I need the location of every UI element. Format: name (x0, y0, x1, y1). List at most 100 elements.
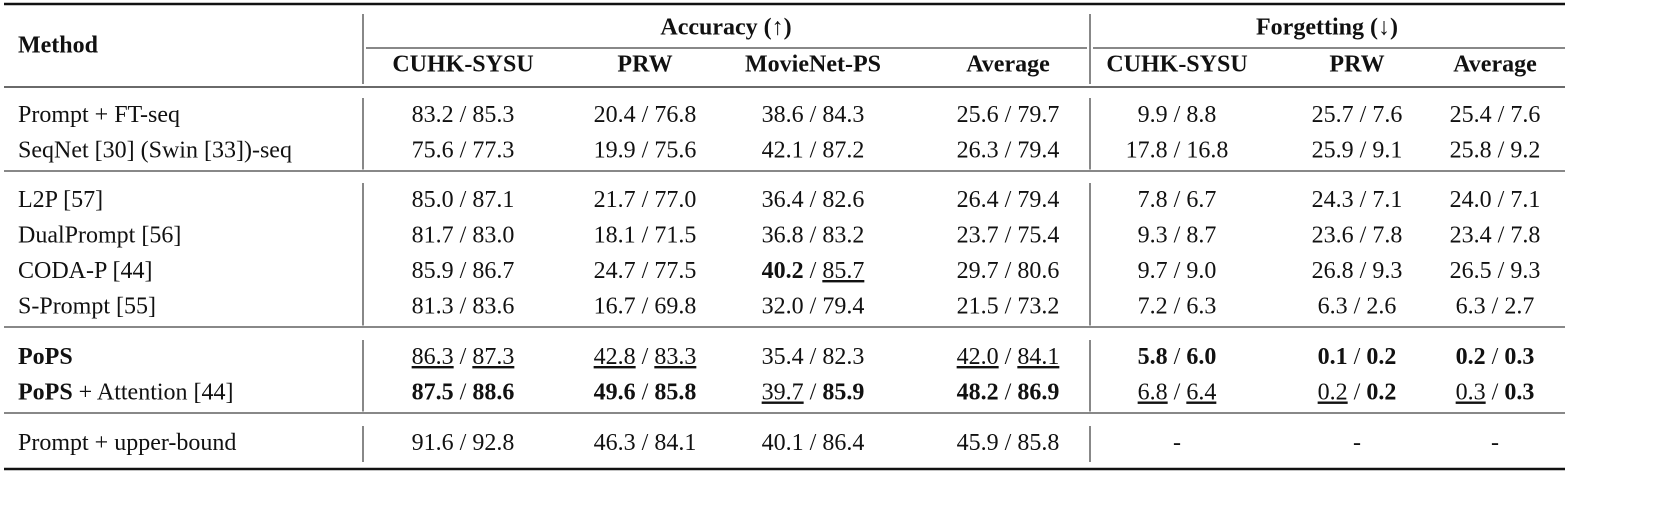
separator: / (1348, 379, 1367, 405)
separator: / (1348, 344, 1367, 370)
method-cell: SeqNet [30] (Swin [33])-seq (18, 137, 292, 163)
value: 84.1 (1017, 344, 1059, 370)
separator: / (1168, 187, 1187, 213)
value-cell: 6.3 / 2.6 (1318, 293, 1397, 319)
value-cell: 26.4 / 79.4 (957, 187, 1060, 213)
value-cell: 23.7 / 75.4 (957, 222, 1060, 248)
value: 86.9 (1017, 379, 1059, 405)
value-cell: 46.3 / 84.1 (594, 430, 697, 456)
separator: / (636, 187, 655, 213)
value: 17.8 (1126, 137, 1168, 163)
value-cell: 25.7 / 7.6 (1312, 102, 1403, 128)
value-cell: 42.1 / 87.2 (762, 137, 865, 163)
value-cell: 25.9 / 9.1 (1312, 137, 1403, 163)
value-cell: - (1491, 430, 1499, 456)
separator: / (1492, 102, 1511, 128)
separator: / (1354, 258, 1373, 284)
method-part: Prompt + FT-seq (18, 102, 180, 128)
separator: / (454, 379, 473, 405)
value-cell: 36.8 / 83.2 (762, 222, 865, 248)
value-cell: 40.2 / 85.7 (762, 258, 865, 284)
value: 6.0 (1186, 344, 1216, 370)
method-part: PoPS (18, 379, 73, 405)
value-cell: 25.8 / 9.2 (1450, 137, 1541, 163)
separator: / (804, 258, 823, 284)
value: 26.4 (957, 187, 999, 213)
separator: / (999, 137, 1018, 163)
value-cell: 75.6 / 77.3 (412, 137, 515, 163)
value-cell: 0.1 / 0.2 (1318, 344, 1397, 370)
value: 49.6 (594, 379, 636, 405)
value-cell: 86.3 / 87.3 (412, 344, 515, 370)
value: 19.9 (594, 137, 636, 163)
value-cell: 0.3 / 0.3 (1456, 379, 1535, 405)
separator: / (636, 430, 655, 456)
value: 77.3 (472, 137, 514, 163)
value: 9.1 (1372, 137, 1402, 163)
value: 92.8 (472, 430, 514, 456)
value-cell: 29.7 / 80.6 (957, 258, 1060, 284)
value: 21.5 (957, 293, 999, 319)
value: 79.7 (1017, 102, 1059, 128)
value: 85.8 (654, 379, 696, 405)
value-cell: 24.7 / 77.5 (594, 258, 697, 284)
value: 18.1 (594, 222, 636, 248)
value: 2.6 (1366, 293, 1396, 319)
value-cell: 9.9 / 8.8 (1138, 102, 1217, 128)
value: 7.1 (1372, 187, 1402, 213)
value: 24.3 (1312, 187, 1354, 213)
method-cell: CODA-P [44] (18, 258, 152, 284)
value-cell: 32.0 / 79.4 (762, 293, 865, 319)
method-cell: S-Prompt [55] (18, 293, 156, 319)
value: 77.5 (654, 258, 696, 284)
value: 86.3 (412, 344, 454, 370)
value: 8.8 (1186, 102, 1216, 128)
value: 85.9 (412, 258, 454, 284)
separator: / (1486, 293, 1505, 319)
value: 73.2 (1017, 293, 1059, 319)
value: 75.4 (1017, 222, 1059, 248)
value: 9.3 (1138, 222, 1168, 248)
value-cell: 9.3 / 8.7 (1138, 222, 1217, 248)
value: 83.2 (412, 102, 454, 128)
separator: / (804, 293, 823, 319)
value: 77.0 (654, 187, 696, 213)
separator: / (454, 344, 473, 370)
value: 88.6 (472, 379, 514, 405)
value: 91.6 (412, 430, 454, 456)
separator: / (1168, 258, 1187, 284)
value-cell: 6.3 / 2.7 (1456, 293, 1535, 319)
value: 38.6 (762, 102, 804, 128)
value: 39.7 (762, 379, 804, 405)
group-header: Accuracy (↑) (660, 15, 791, 41)
value: 21.7 (594, 187, 636, 213)
separator: / (636, 344, 655, 370)
method-part: PoPS (18, 344, 73, 370)
value-cell: 49.6 / 85.8 (594, 379, 697, 405)
value-cell: 0.2 / 0.2 (1318, 379, 1397, 405)
value: 79.4 (1017, 137, 1059, 163)
value-cell: 16.7 / 69.8 (594, 293, 697, 319)
value: 9.3 (1510, 258, 1540, 284)
value: 0.2 (1456, 344, 1486, 370)
column-header: Average (1453, 52, 1537, 78)
separator: / (454, 102, 473, 128)
value-cell: 26.8 / 9.3 (1312, 258, 1403, 284)
value: 23.6 (1312, 222, 1354, 248)
value: 84.1 (654, 430, 696, 456)
separator: / (1492, 222, 1511, 248)
separator: / (999, 102, 1018, 128)
value: 7.6 (1510, 102, 1540, 128)
value: 82.6 (822, 187, 864, 213)
column-header: MovieNet-PS (745, 52, 881, 78)
value-cell: 38.6 / 84.3 (762, 102, 865, 128)
value: 81.7 (412, 222, 454, 248)
separator: / (1168, 222, 1187, 248)
value: 75.6 (412, 137, 454, 163)
value-cell: - (1173, 430, 1181, 456)
separator: / (1486, 344, 1505, 370)
value: 16.8 (1186, 137, 1228, 163)
value: 82.3 (822, 344, 864, 370)
separator: / (1348, 293, 1367, 319)
